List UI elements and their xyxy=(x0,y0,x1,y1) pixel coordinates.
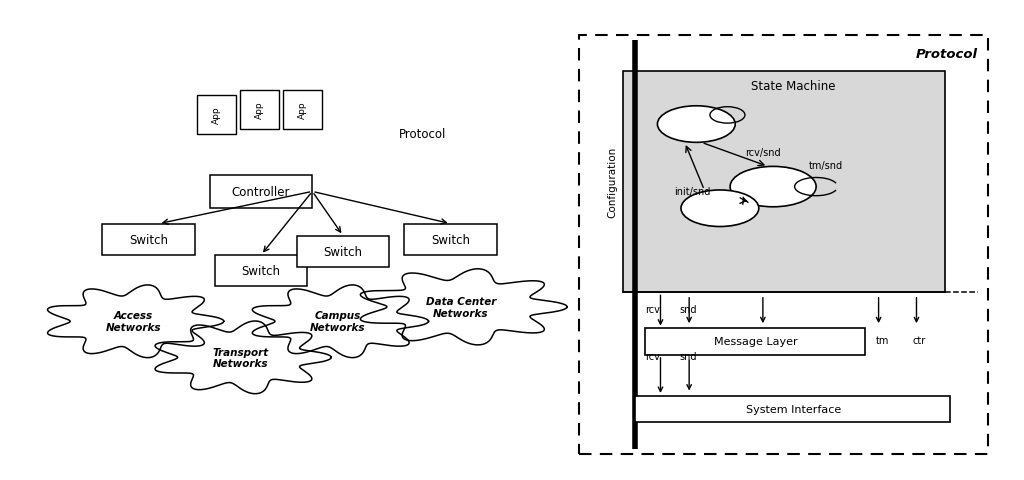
Text: Switch: Switch xyxy=(431,233,470,247)
Text: Switch: Switch xyxy=(324,245,362,259)
Circle shape xyxy=(730,167,816,207)
FancyBboxPatch shape xyxy=(102,225,195,255)
Text: rcv: rcv xyxy=(645,351,659,361)
Text: Controller: Controller xyxy=(231,185,291,199)
FancyBboxPatch shape xyxy=(635,396,950,422)
Text: Campus
Networks: Campus Networks xyxy=(310,311,366,332)
FancyBboxPatch shape xyxy=(240,91,279,130)
Polygon shape xyxy=(252,285,428,358)
Text: App: App xyxy=(255,102,263,119)
Text: Switch: Switch xyxy=(129,233,168,247)
Circle shape xyxy=(681,191,759,227)
Text: tm/snd: tm/snd xyxy=(809,161,843,170)
Text: Switch: Switch xyxy=(242,264,281,278)
Polygon shape xyxy=(47,285,223,358)
Circle shape xyxy=(657,107,735,143)
Text: App: App xyxy=(298,102,306,119)
Polygon shape xyxy=(155,321,332,394)
FancyBboxPatch shape xyxy=(283,91,322,130)
FancyBboxPatch shape xyxy=(210,175,312,209)
Text: Transport
Networks: Transport Networks xyxy=(213,347,268,368)
Text: Configuration: Configuration xyxy=(607,147,617,218)
Text: rcv/snd: rcv/snd xyxy=(745,147,781,157)
Polygon shape xyxy=(360,269,567,345)
FancyBboxPatch shape xyxy=(623,72,945,293)
Text: tm: tm xyxy=(876,335,890,345)
FancyBboxPatch shape xyxy=(579,36,988,454)
Text: snd: snd xyxy=(679,304,697,314)
Text: State Machine: State Machine xyxy=(752,80,836,93)
Text: rcv: rcv xyxy=(645,304,659,314)
FancyBboxPatch shape xyxy=(197,96,236,134)
FancyBboxPatch shape xyxy=(215,256,307,287)
FancyBboxPatch shape xyxy=(645,329,865,355)
Text: System Interface: System Interface xyxy=(745,404,842,414)
Text: Access
Networks: Access Networks xyxy=(105,311,161,332)
Text: ctr: ctr xyxy=(913,335,926,345)
Text: Message Layer: Message Layer xyxy=(714,337,798,347)
Text: init/snd: init/snd xyxy=(674,187,711,197)
Text: Data Center
Networks: Data Center Networks xyxy=(426,297,496,318)
FancyBboxPatch shape xyxy=(404,225,497,255)
FancyBboxPatch shape xyxy=(297,237,389,268)
Text: App: App xyxy=(212,107,220,124)
Text: snd: snd xyxy=(679,351,697,361)
Text: Protocol: Protocol xyxy=(399,128,446,141)
Text: Protocol: Protocol xyxy=(915,48,978,61)
